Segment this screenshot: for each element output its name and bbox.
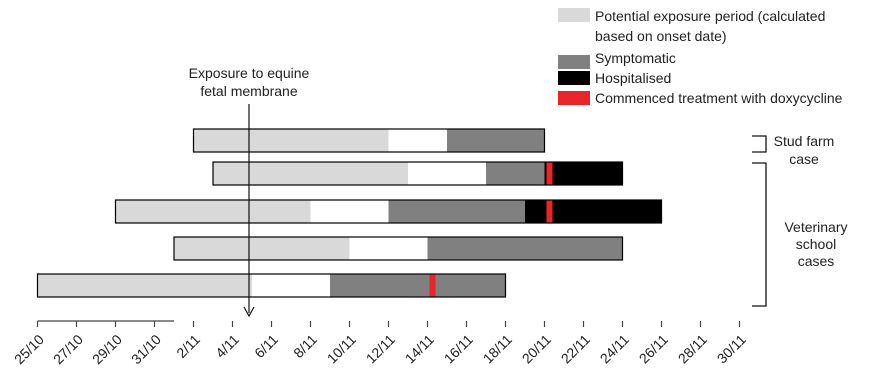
stud-farm-bracket: [752, 135, 767, 153]
exposure-label: Exposure to equine: [189, 65, 310, 81]
case-2-symptomatic-segment: [486, 162, 545, 185]
x-tick-label: 4/11: [212, 331, 242, 361]
case-5-gap-segment: [252, 274, 330, 297]
case-3-hospitalised-segment: [525, 200, 662, 223]
x-tick-label: 2/11: [173, 331, 203, 361]
legend-label-hospitalised: Hospitalised: [595, 70, 671, 86]
case-3-outline: [114, 199, 663, 224]
case-bar-4: [173, 236, 624, 261]
case-2-hospitalised-segment: [544, 162, 623, 185]
x-tick-label: 26/11: [636, 331, 672, 367]
legend-label-doxy: Commenced treatment with doxycycline: [595, 90, 843, 106]
legend: Potential exposure period (calculated bas…: [558, 8, 843, 106]
case-bar-3: [114, 199, 663, 224]
x-tick-label: 31/10: [128, 331, 164, 367]
x-tick-label: 12/11: [363, 331, 399, 367]
case-4-outline: [173, 236, 624, 261]
stud-farm-label: case: [789, 151, 819, 167]
case-4-symptomatic-segment: [427, 237, 623, 260]
x-tick-label: 8/11: [290, 331, 320, 361]
case-bar-5: [36, 273, 507, 298]
case-4-potential-segment: [174, 237, 350, 260]
x-tick-label: 22/11: [558, 331, 594, 367]
case-3-potential-segment: [115, 200, 311, 223]
x-tick-label: 10/11: [324, 331, 360, 367]
case-5-doxycycline-marker: [429, 274, 436, 297]
stud-farm-label: Stud farm: [774, 133, 835, 149]
case-2-potential-segment: [213, 162, 408, 185]
x-tick-label: 30/11: [714, 331, 750, 367]
veterinary-school-label: school: [796, 236, 836, 252]
legend-label-potential: based on onset date): [595, 28, 727, 44]
x-tick-label: 28/11: [675, 331, 711, 367]
x-tick-label: 25/10: [11, 331, 47, 367]
case-1-outline: [192, 128, 546, 153]
legend-swatch-symptomatic: [558, 55, 590, 69]
x-tick-label: 6/11: [251, 331, 281, 361]
case-5-symptomatic-segment: [330, 274, 506, 297]
case-5-potential-segment: [37, 274, 252, 297]
x-tick-label: 16/11: [441, 331, 477, 367]
veterinary-school-bracket: [752, 162, 767, 307]
x-tick-label: 27/10: [50, 331, 86, 367]
x-tick-label: 29/10: [89, 331, 125, 367]
case-bar-1: [192, 128, 546, 153]
veterinary-school-label: Veterinary: [784, 219, 847, 235]
x-tick-label: 24/11: [597, 331, 633, 367]
case-1-potential-segment: [193, 129, 389, 152]
legend-swatch-doxy: [558, 91, 590, 105]
x-tick-label: 18/11: [480, 331, 516, 367]
annotations: Exposure to equine fetal membrane Stud far…: [189, 65, 848, 318]
case-2-outline: [212, 161, 624, 186]
exposure-label: fetal membrane: [200, 83, 297, 99]
case-3-gap-segment: [310, 200, 389, 223]
case-4-gap-segment: [349, 237, 428, 260]
veterinary-school-label: cases: [798, 253, 835, 269]
case-1-symptomatic-segment: [447, 129, 545, 152]
x-tick-label: 20/11: [519, 331, 555, 367]
case-2-gap-segment: [408, 162, 486, 185]
case-3-doxycycline-marker: [546, 200, 553, 223]
case-1-gap-segment: [388, 129, 447, 152]
case-2-doxycycline-marker: [546, 162, 553, 185]
x-tick-label: 14/11: [402, 331, 438, 367]
case-3-symptomatic-segment: [388, 200, 525, 223]
case-bars: [36, 128, 663, 298]
exposure-arrow-head: [243, 306, 255, 318]
case-5-outline: [36, 273, 507, 298]
case-bar-2: [212, 161, 624, 186]
x-axis: 25/10 27/10 29/10 31/10 2/11 4/11 6/11 8/11 10/1…: [11, 320, 750, 367]
legend-label-potential: Potential exposure period (calculated: [595, 8, 825, 24]
legend-swatch-potential: [558, 8, 590, 22]
legend-label-symptomatic: Symptomatic: [595, 50, 676, 66]
legend-swatch-hospitalised: [558, 71, 590, 85]
